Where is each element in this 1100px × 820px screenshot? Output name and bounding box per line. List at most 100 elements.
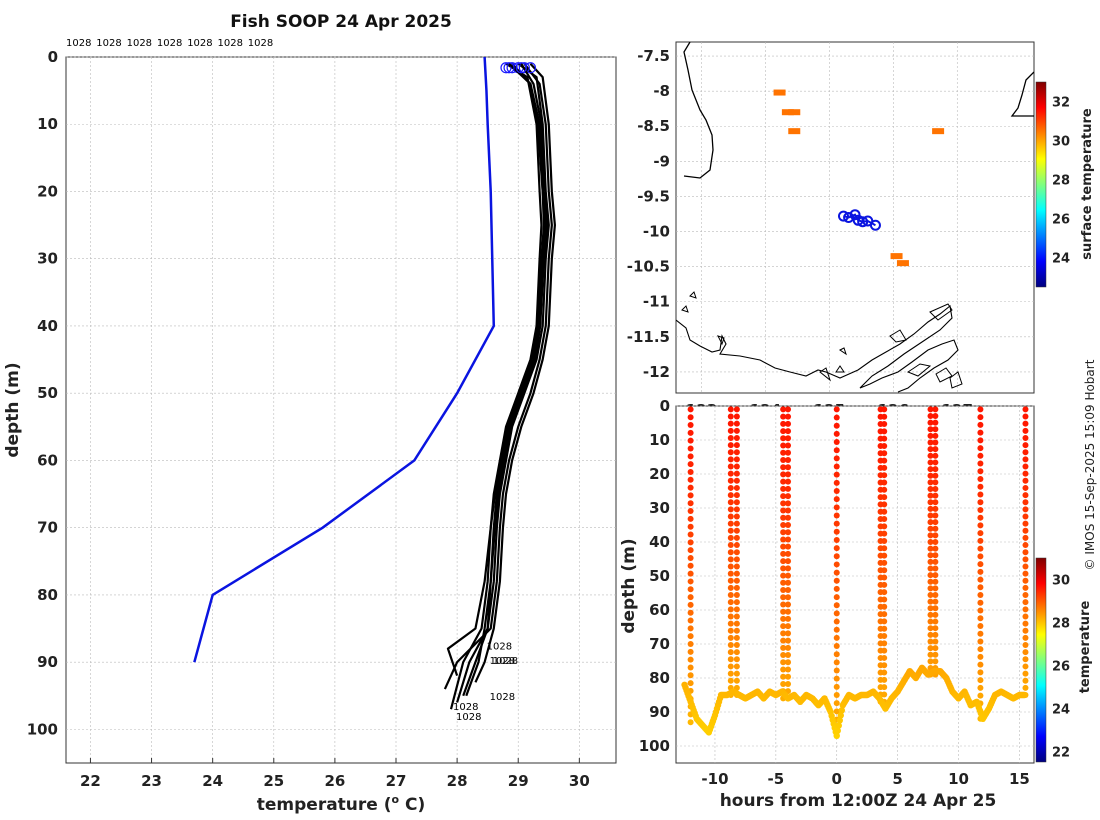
profile-x-tick-label: 25 <box>263 772 284 790</box>
cast-sample-point <box>687 500 694 507</box>
cast-sample-point <box>927 625 934 632</box>
cast-sample-point <box>1022 677 1029 684</box>
profile-y-ticks: 0 10 20 30 40 50 60 70 80 90 100 <box>27 48 58 738</box>
cast-sample-point <box>780 673 787 680</box>
cast-sample-point <box>1022 427 1029 434</box>
cast-sample-point <box>881 494 888 501</box>
cast-sample-point <box>1022 420 1029 427</box>
cast-sample-point <box>780 623 787 630</box>
cast-sample-point <box>977 491 984 498</box>
cast-sample-point <box>687 554 694 561</box>
cast-sample-point <box>927 419 934 426</box>
profile-y-tick-label: 100 <box>27 720 58 738</box>
cast-sample-point <box>927 505 934 512</box>
cast-sample-point <box>881 523 888 530</box>
cast-sample-point <box>927 631 934 638</box>
temperature-profile-line <box>465 63 549 697</box>
cast-sample-point <box>932 645 939 652</box>
profile-point-label: 1028 <box>490 692 515 703</box>
sst-patch <box>781 109 794 116</box>
cast-sample-point <box>977 452 984 459</box>
section-colorbar <box>1035 557 1047 763</box>
cast-sample-point <box>727 634 734 641</box>
cast-sample-point <box>932 618 939 625</box>
cast-sample-point <box>932 611 939 618</box>
cast-sample-point <box>932 466 939 473</box>
map-colorbar-tick: 26 <box>1052 213 1070 228</box>
cast-sample-point <box>927 552 934 559</box>
profile-point-label: 1028 <box>453 702 478 713</box>
cast-sample-point <box>727 484 734 491</box>
cast-sample-point <box>881 676 888 683</box>
cast-sample-point <box>733 470 740 477</box>
cast-sample-point <box>932 658 939 665</box>
cast-sample-point <box>785 615 792 622</box>
cast-sample-point <box>932 605 939 612</box>
map-lat-tick-label: -10.5 <box>627 258 670 276</box>
cast-sample-point <box>687 625 694 632</box>
cast-sample-point <box>932 572 939 579</box>
cast-sample-point <box>881 662 888 669</box>
cast-sample-point <box>977 561 984 568</box>
cast-sample-point <box>1022 434 1029 441</box>
map-colorbar-tick: 24 <box>1052 252 1070 267</box>
cast-sample-point <box>733 599 740 606</box>
cast-sample-point <box>1022 470 1029 477</box>
cast-sample-point <box>881 537 888 544</box>
cast-sample-point <box>780 413 787 420</box>
cast-sample-point <box>687 453 694 460</box>
cast-sample-point <box>1022 599 1029 606</box>
cast-sample-point <box>881 435 888 442</box>
cast-sample-point <box>785 666 792 673</box>
cast-sample-point <box>733 620 740 627</box>
cast-sample-point <box>1022 563 1029 570</box>
cast-sample-point <box>687 609 694 616</box>
cast-sample-point <box>977 692 984 699</box>
section-data <box>681 406 1029 739</box>
cast-sample-point <box>727 492 734 499</box>
cast-sample-point <box>927 532 934 539</box>
cast-sample-point <box>780 659 787 666</box>
cast-sample-point <box>833 585 840 592</box>
map-lat-tick-label: -9 <box>653 152 670 170</box>
profile-start-marker <box>518 62 530 74</box>
cast-sample-point <box>927 539 934 545</box>
cast-sample-point <box>733 527 740 534</box>
cast-sample-point <box>932 479 939 486</box>
section-x-tick-label: 15 <box>1009 770 1030 788</box>
cast-sample-point <box>733 413 740 420</box>
cast-sample-point <box>687 531 694 538</box>
cast-sample-point <box>780 565 787 572</box>
cast-sample-point <box>785 435 792 442</box>
profile-x-tick-label: 23 <box>141 772 162 790</box>
section-y-tick-label: 50 <box>649 567 670 585</box>
bottom-trace-point <box>834 727 841 734</box>
cast-sample-point <box>881 633 888 640</box>
profile-y-tick-label: 80 <box>37 586 58 604</box>
section-y-tick-label: 70 <box>649 635 670 653</box>
profile-point-label: 1028 <box>487 641 512 652</box>
sst-patch <box>773 89 786 96</box>
cast-sample-point <box>727 549 734 556</box>
cast-sample-point <box>881 684 888 691</box>
cast-sample-point <box>687 578 694 585</box>
map-lat-tick-label: -8.5 <box>637 117 670 135</box>
cast-sample-point <box>833 479 840 486</box>
cast-sample-point <box>733 549 740 556</box>
cast-sample-point <box>1022 520 1029 527</box>
cast-sample-point <box>977 677 984 684</box>
cast-sample-point <box>932 485 939 492</box>
cast-sample-point <box>785 680 792 687</box>
section-y-tick-label: 0 <box>660 397 670 415</box>
cast-sample-point <box>881 654 888 661</box>
cast-sample-point <box>833 626 840 633</box>
cast-sample-point <box>785 623 792 630</box>
cast-sample-point <box>833 700 840 707</box>
cast-sample-point <box>687 476 694 483</box>
cast-sample-point <box>927 446 934 453</box>
cast-sample-point <box>833 610 840 617</box>
cast-sample-point <box>927 525 934 532</box>
cast-sample-point <box>780 594 787 601</box>
cast-sample-point <box>785 522 792 528</box>
cast-sample-point <box>881 421 888 428</box>
